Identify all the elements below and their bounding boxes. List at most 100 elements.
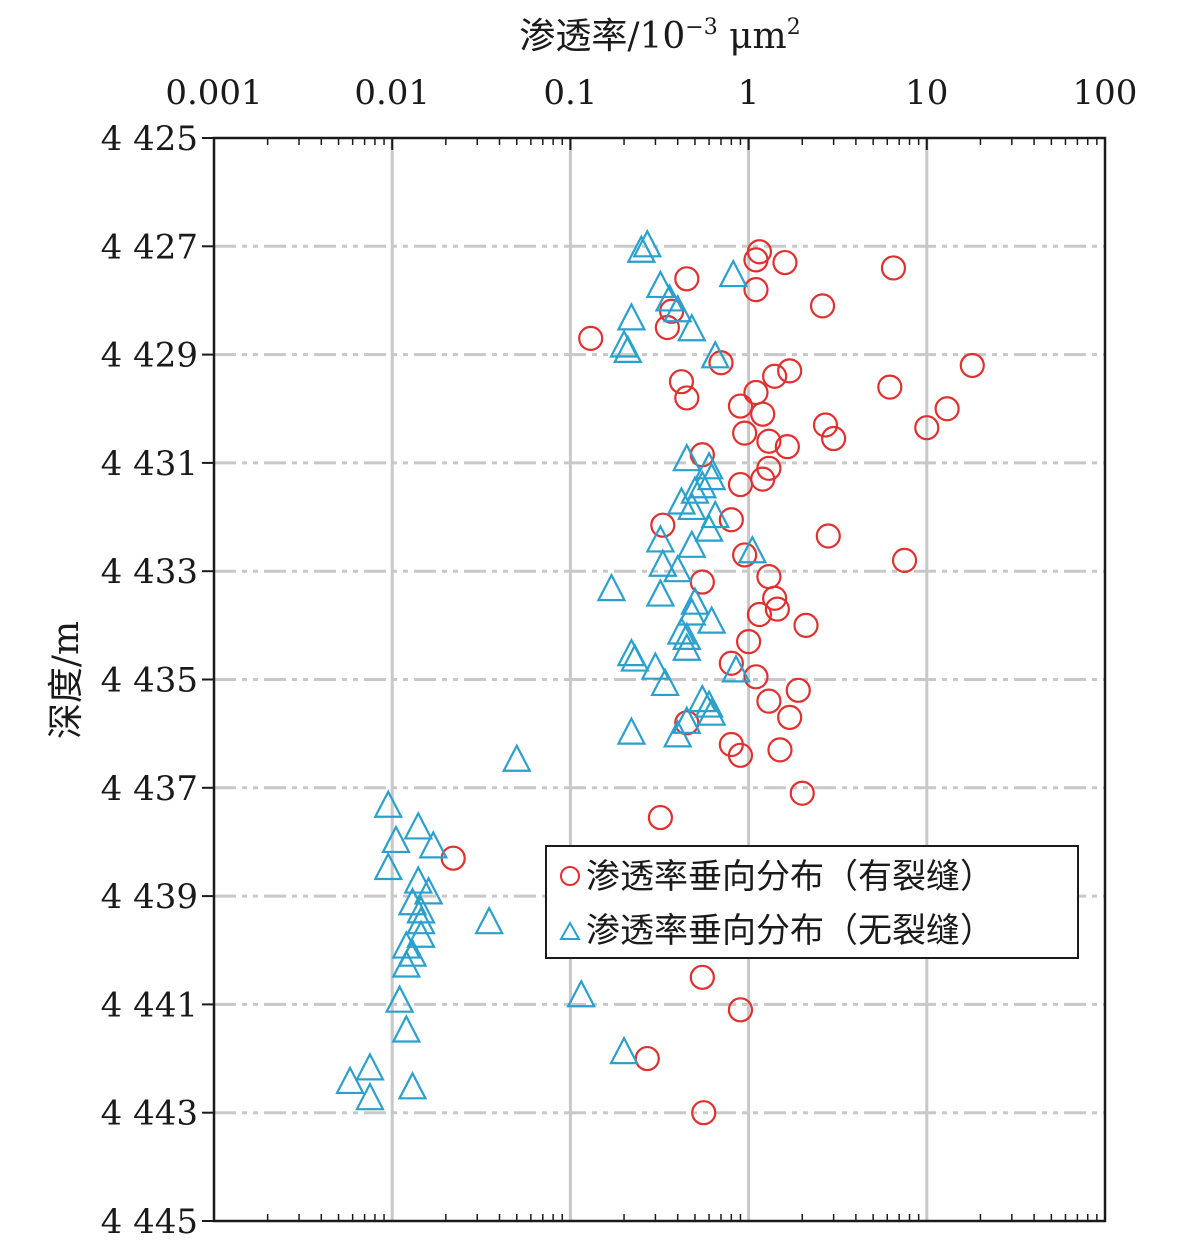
data-point-unfractured	[616, 302, 647, 331]
data-point-fractured	[777, 704, 803, 731]
data-point-fractured	[650, 512, 676, 538]
data-point-unfractured	[391, 930, 422, 959]
y-tick-label: 4 445	[101, 1202, 198, 1242]
data-point-unfractured	[662, 718, 693, 748]
data-point-fractured	[914, 415, 940, 441]
legend-box	[545, 845, 1079, 959]
data-point-unfractured	[645, 269, 676, 299]
data-point-fractured	[767, 737, 793, 763]
data-point-unfractured	[680, 475, 710, 504]
data-point-fractured	[727, 471, 754, 498]
data-point-fractured	[727, 997, 754, 1023]
legend-marker-fractured	[560, 866, 580, 886]
data-point-fractured	[743, 664, 769, 690]
data-point-fractured	[674, 266, 700, 292]
data-point-unfractured	[626, 234, 657, 263]
data-point-fractured	[654, 314, 680, 341]
data-point-fractured	[756, 564, 782, 590]
data-point-unfractured	[413, 876, 444, 905]
data-point-fractured	[732, 542, 758, 568]
legend: 渗透率垂向分布（有裂缝） 渗透率垂向分布（无裂缝）	[545, 845, 1079, 959]
y-tick-label: 4 435	[101, 661, 198, 701]
data-point-fractured	[735, 628, 762, 655]
data-point-fractured	[809, 293, 836, 319]
data-point-fractured	[743, 247, 769, 273]
data-point-unfractured	[620, 643, 650, 672]
data-point-unfractured	[671, 705, 702, 734]
x-axis-title-unit-exponent: 2	[787, 15, 801, 40]
data-point-fractured	[762, 585, 788, 611]
data-point-unfractured	[406, 919, 436, 948]
data-point-unfractured	[676, 491, 707, 521]
data-point-fractured	[756, 688, 782, 714]
data-point-unfractured	[696, 605, 727, 634]
data-point-unfractured	[391, 949, 422, 978]
data-point-fractured	[934, 396, 960, 422]
data-point-fractured	[691, 1100, 717, 1126]
data-point-fractured	[727, 393, 754, 419]
data-point-fractured	[777, 358, 803, 384]
data-point-unfractured	[609, 1035, 639, 1065]
data-point-unfractured	[662, 293, 693, 323]
data-point-unfractured	[696, 697, 727, 726]
data-point-unfractured	[355, 1081, 385, 1111]
data-point-unfractured	[694, 689, 724, 718]
data-point-unfractured	[694, 513, 724, 542]
data-point-fractured	[750, 401, 776, 427]
data-point-unfractured	[418, 829, 449, 859]
data-point-fractured	[578, 325, 604, 351]
data-point-fractured	[756, 428, 782, 454]
data-point-fractured	[762, 363, 788, 389]
y-tick-label: 4 433	[101, 552, 198, 592]
y-tick-label: 4 425	[101, 119, 198, 159]
data-point-fractured	[634, 1045, 660, 1072]
x-axis-title-exponent: −3	[685, 15, 717, 40]
data-point-fractured	[821, 425, 847, 452]
data-point-unfractured	[687, 469, 718, 499]
data-point-unfractured	[632, 228, 663, 258]
data-point-fractured	[877, 374, 903, 400]
x-axis-title: 渗透率/10−3 μm2	[519, 15, 800, 57]
data-point-unfractured	[676, 312, 707, 342]
x-axis: 0.001 0.01 0.1 1 10 100	[165, 73, 1137, 150]
data-point-fractured	[789, 780, 815, 806]
data-point-fractured	[746, 601, 773, 628]
legend-label-fractured: 渗透率垂向分布（有裂缝）	[586, 857, 994, 897]
data-point-unfractured	[737, 534, 768, 564]
data-point-unfractured	[680, 586, 710, 615]
data-point-unfractured	[721, 653, 751, 683]
y-axis: 4 425 4 427 4 429 4 431 4 433 4 435 4 437 4 439…	[101, 119, 214, 1242]
y-tick-label: 4 431	[101, 444, 198, 484]
x-axis-title-main: 渗透率/10	[519, 16, 685, 57]
data-point-unfractured	[647, 548, 678, 577]
data-point-fractured	[772, 249, 798, 276]
x-tick-label: 0.001	[165, 73, 262, 113]
y-tick-label: 4 443	[101, 1094, 198, 1134]
data-point-unfractured	[700, 339, 731, 369]
data-point-fractured	[689, 964, 715, 990]
data-point-unfractured	[335, 1065, 365, 1095]
data-point-fractured	[743, 277, 769, 303]
legend-label-unfractured: 渗透率垂向分布（无裂缝）	[586, 911, 994, 951]
data-point-fractured	[880, 255, 907, 281]
data-point-unfractured	[650, 667, 680, 697]
data-point-unfractured	[645, 524, 676, 553]
data-point-unfractured	[613, 334, 643, 363]
data-point-fractured	[793, 612, 819, 638]
y-axis-title: 深度/m	[46, 621, 87, 739]
data-point-unfractured	[662, 553, 693, 583]
data-point-unfractured	[381, 824, 411, 854]
data-point-unfractured	[671, 442, 702, 472]
data-point-unfractured	[676, 529, 707, 558]
data-point-fractured	[718, 507, 744, 533]
data-point-fractured	[774, 434, 800, 460]
data-point-fractured	[732, 420, 758, 446]
data-point-unfractured	[671, 621, 702, 650]
data-point-unfractured	[687, 683, 718, 713]
data-point-unfractured	[640, 651, 671, 680]
data-point-unfractured	[406, 905, 436, 935]
data-point-fractured	[812, 412, 839, 438]
data-point-unfractured	[718, 258, 749, 288]
data-point-unfractured	[391, 1014, 422, 1043]
